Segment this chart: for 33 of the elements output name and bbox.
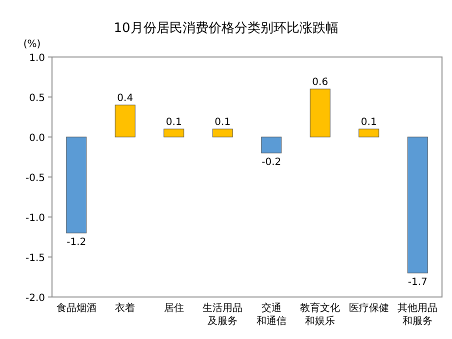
x-tick-label: 居住 [164,303,184,314]
x-tick-label: 医疗保健 [348,302,389,314]
bar [66,136,87,234]
x-tick-label: 教育文化和娱乐 [300,302,340,327]
bar [114,104,136,138]
data-label: -1.7 [408,277,428,288]
bar [261,136,282,154]
data-label: 0.4 [117,93,134,104]
x-tick-label: 衣着 [115,302,136,314]
bar [164,128,184,138]
bar [358,128,380,138]
x-tick-label: 食品烟酒 [56,302,96,314]
data-label: 0.6 [312,77,328,88]
bar [212,128,233,138]
data-label: 0.1 [214,117,231,128]
bar [310,88,330,138]
bar [407,136,428,274]
y-tick-label: -1.0 [25,213,45,224]
x-tick-label: 交通和通信 [256,302,286,327]
chart-title: 10月份居民消费价格分类别环比涨跌幅 [114,21,338,36]
data-label: 0.1 [360,117,377,128]
x-tick-label: 生活用品及服务 [202,302,243,327]
x-tick-label: 其他用品和服务 [398,302,438,327]
y-axis-title: (%) [23,39,41,50]
data-label: -0.2 [262,157,282,168]
y-tick-label: -1.5 [25,253,45,264]
y-tick-label: -0.5 [25,173,45,184]
data-label: 0.1 [166,117,182,128]
y-tick-label: 1.0 [29,53,45,64]
y-tick-label: -2.0 [25,293,45,304]
y-tick-label: 0.0 [29,133,45,144]
data-label: -1.2 [66,237,86,248]
y-tick-label: 0.5 [29,93,45,104]
